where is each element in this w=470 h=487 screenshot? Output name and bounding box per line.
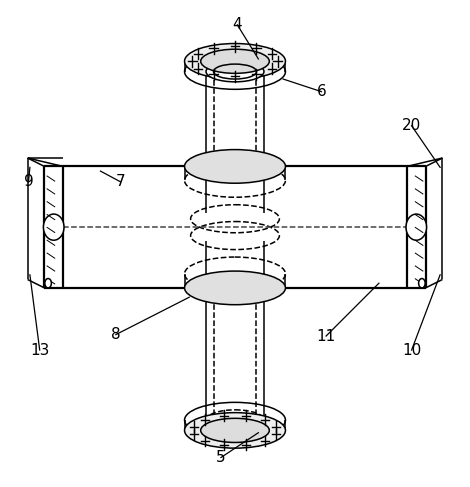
Text: 13: 13 [30,342,49,357]
Text: 7: 7 [116,174,125,189]
Ellipse shape [206,61,264,82]
Text: 4: 4 [233,18,242,32]
Ellipse shape [201,49,269,74]
Ellipse shape [185,150,285,183]
Text: 20: 20 [402,118,421,133]
Ellipse shape [201,418,269,443]
Ellipse shape [43,214,64,240]
Text: 6: 6 [317,84,326,99]
Ellipse shape [185,271,285,305]
Ellipse shape [45,279,51,288]
Text: 9: 9 [24,174,33,189]
Text: 11: 11 [316,329,336,343]
Text: 10: 10 [402,342,421,357]
Ellipse shape [419,279,425,288]
Ellipse shape [406,214,427,240]
Text: 8: 8 [111,327,121,342]
Ellipse shape [185,412,285,448]
Ellipse shape [185,43,285,79]
Text: 5: 5 [216,450,226,465]
